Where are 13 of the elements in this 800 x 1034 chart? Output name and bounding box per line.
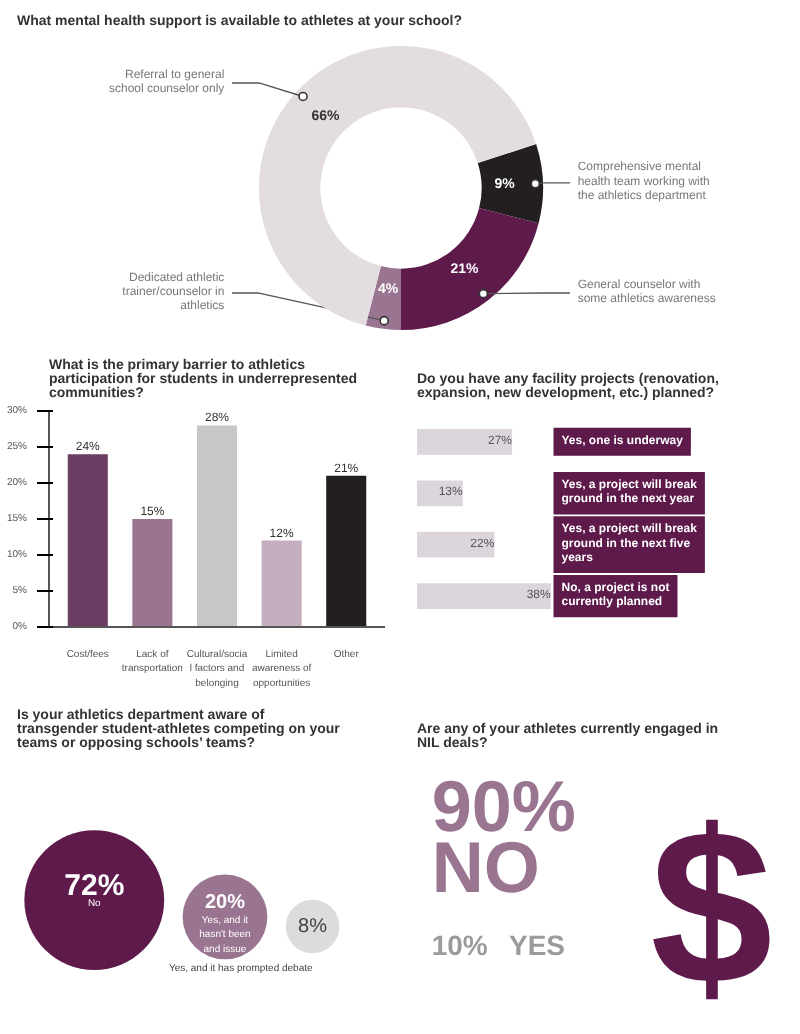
text: $: [650, 785, 773, 1032]
data-label: 8%: [298, 915, 328, 938]
data-label: 10%: [431, 929, 489, 962]
bar: [132, 519, 173, 627]
bar: [326, 475, 367, 627]
data-label: 20%: [204, 891, 246, 914]
bar: [196, 425, 238, 627]
bar: [67, 454, 108, 627]
bar: [261, 540, 302, 627]
bar: [417, 531, 495, 558]
category-label: YES: [509, 929, 566, 962]
bar: [417, 429, 513, 455]
bar: [417, 480, 463, 507]
